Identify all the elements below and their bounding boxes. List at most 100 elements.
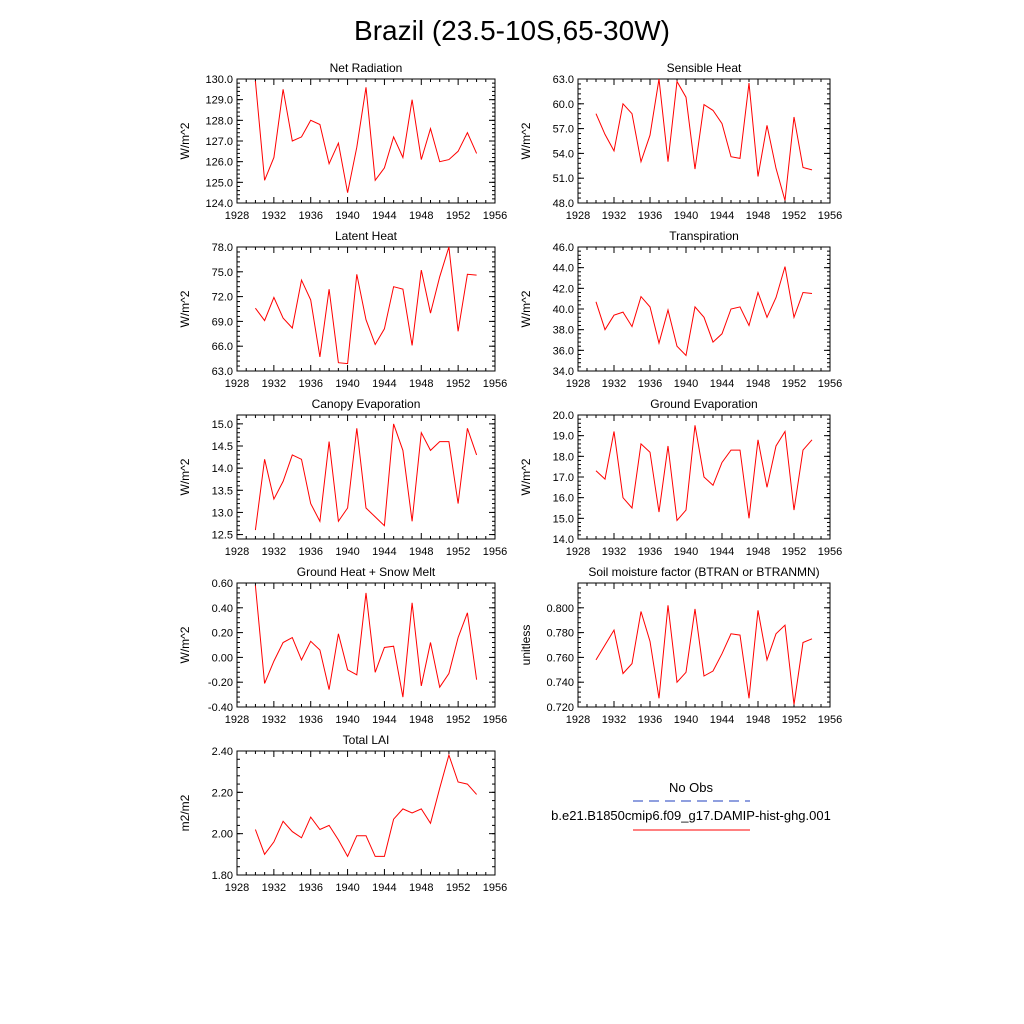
panel-title: Sensible Heat — [667, 61, 742, 75]
x-tick-label: 1948 — [409, 210, 433, 222]
x-tick-label: 1952 — [446, 378, 470, 390]
x-tick-label: 1928 — [566, 378, 590, 390]
y-tick-label: 15.0 — [212, 419, 233, 431]
y-axis-label: W/m^2 — [519, 290, 533, 327]
y-axis-label: W/m^2 — [178, 458, 192, 495]
y-tick-label: 0.780 — [546, 628, 574, 640]
x-tick-label: 1940 — [335, 882, 359, 894]
x-tick-label: 1948 — [409, 378, 433, 390]
x-tick-label: 1940 — [674, 378, 698, 390]
y-tick-label: 66.0 — [212, 341, 233, 353]
y-tick-label: 124.0 — [205, 198, 233, 210]
series-line — [254, 423, 478, 531]
y-axis-label: m2/m2 — [178, 794, 192, 831]
y-tick-label: 0.800 — [546, 603, 574, 615]
y-tick-label: 20.0 — [553, 410, 574, 422]
x-tick-label: 1944 — [710, 714, 734, 726]
y-axis-label: unitless — [519, 625, 533, 666]
x-tick-label: 1928 — [225, 714, 249, 726]
x-tick-label: 1928 — [225, 882, 249, 894]
x-tick-label: 1948 — [746, 546, 770, 558]
series-line — [254, 753, 477, 858]
y-tick-label: 16.0 — [553, 493, 574, 505]
y-tick-label: 15.0 — [553, 513, 574, 525]
y-tick-label: 0.60 — [212, 578, 233, 590]
series-line — [254, 246, 477, 365]
x-tick-label: 1956 — [483, 210, 507, 222]
panel-title: Total LAI — [343, 733, 390, 747]
y-tick-label: 0.720 — [546, 702, 574, 714]
y-tick-label: 14.5 — [212, 441, 233, 453]
y-tick-label: 0.40 — [212, 603, 233, 615]
x-tick-label: 1956 — [483, 378, 507, 390]
x-tick-label: 1936 — [298, 378, 322, 390]
x-tick-label: 1952 — [446, 882, 470, 894]
y-tick-label: 51.0 — [553, 173, 574, 185]
x-tick-label: 1936 — [638, 714, 662, 726]
panels: Net Radiation W/m^2 1928 1932 1936 1940 1944 19… — [178, 61, 842, 894]
series-line — [254, 81, 478, 193]
legend-label-model: b.e21.B1850cmip6.f09_g17.DAMIP-hist-ghg.… — [551, 808, 831, 823]
panel-2: Latent Heat W/m^2 1928 1932 1936 1940 1944 1948… — [178, 229, 507, 390]
y-tick-label: 54.0 — [553, 148, 574, 160]
panel-frame — [236, 414, 496, 540]
y-tick-label: 18.0 — [553, 451, 574, 463]
panel-1: Sensible Heat W/m^2 1928 1932 1936 1940 1944 19… — [519, 61, 842, 222]
panel-title: Ground Heat + Snow Melt — [297, 565, 436, 579]
x-tick-label: 1940 — [335, 378, 359, 390]
x-tick-label: 1944 — [710, 378, 734, 390]
x-tick-label: 1956 — [483, 882, 507, 894]
y-tick-label: 126.0 — [205, 157, 233, 169]
x-tick-label: 1936 — [638, 378, 662, 390]
x-tick-label: 1940 — [335, 546, 359, 558]
x-tick-label: 1928 — [566, 546, 590, 558]
x-tick-label: 1936 — [298, 714, 322, 726]
x-tick-label: 1940 — [674, 714, 698, 726]
y-tick-label: 36.0 — [553, 345, 574, 357]
x-tick-label: 1952 — [446, 546, 470, 558]
x-tick-label: 1948 — [409, 714, 433, 726]
y-tick-label: 72.0 — [212, 292, 233, 304]
y-tick-label: 2.00 — [212, 829, 233, 841]
x-tick-label: 1932 — [602, 546, 626, 558]
x-tick-label: 1936 — [298, 882, 322, 894]
x-tick-label: 1932 — [262, 882, 286, 894]
panel-5: Ground Evaporation W/m^2 1928 1932 1936 1940 1… — [519, 397, 842, 558]
x-tick-label: 1948 — [746, 714, 770, 726]
panel-title: Soil moisture factor (BTRAN or BTRANMN) — [588, 565, 819, 579]
y-tick-label: 42.0 — [553, 283, 574, 295]
y-tick-label: 14.0 — [212, 463, 233, 475]
x-tick-label: 1932 — [262, 210, 286, 222]
series-line — [254, 585, 478, 698]
x-tick-label: 1952 — [782, 714, 806, 726]
x-tick-label: 1928 — [225, 546, 249, 558]
x-tick-label: 1948 — [746, 378, 770, 390]
panel-title: Net Radiation — [330, 61, 403, 75]
y-axis-label: W/m^2 — [519, 122, 533, 159]
x-tick-label: 1956 — [818, 210, 842, 222]
y-tick-label: 129.0 — [205, 95, 233, 107]
y-tick-label: 38.0 — [553, 325, 574, 337]
y-tick-label: 0.00 — [212, 652, 233, 664]
y-tick-label: 0.740 — [546, 677, 574, 689]
panel-3: Transpiration W/m^2 1928 1932 1936 1940 1944 19… — [519, 229, 842, 390]
x-tick-label: 1944 — [372, 546, 396, 558]
y-tick-label: 63.0 — [553, 74, 574, 86]
x-tick-label: 1936 — [638, 210, 662, 222]
panel-4: Canopy Evaporation W/m^2 1928 1932 1936 1940 1… — [178, 397, 507, 558]
x-tick-label: 1952 — [446, 210, 470, 222]
x-tick-label: 1952 — [782, 378, 806, 390]
panel-0: Net Radiation W/m^2 1928 1932 1936 1940 1944 19… — [178, 61, 507, 222]
x-tick-label: 1928 — [225, 378, 249, 390]
x-tick-label: 1948 — [746, 210, 770, 222]
x-tick-label: 1936 — [298, 210, 322, 222]
panel-title: Canopy Evaporation — [312, 397, 421, 411]
x-tick-label: 1936 — [298, 546, 322, 558]
panel-title: Latent Heat — [335, 229, 398, 243]
y-tick-label: -0.40 — [208, 702, 233, 714]
x-tick-label: 1944 — [372, 882, 396, 894]
series-line — [595, 425, 813, 522]
y-tick-label: 57.0 — [553, 124, 574, 136]
y-tick-label: 0.760 — [546, 652, 574, 664]
x-tick-label: 1956 — [818, 378, 842, 390]
